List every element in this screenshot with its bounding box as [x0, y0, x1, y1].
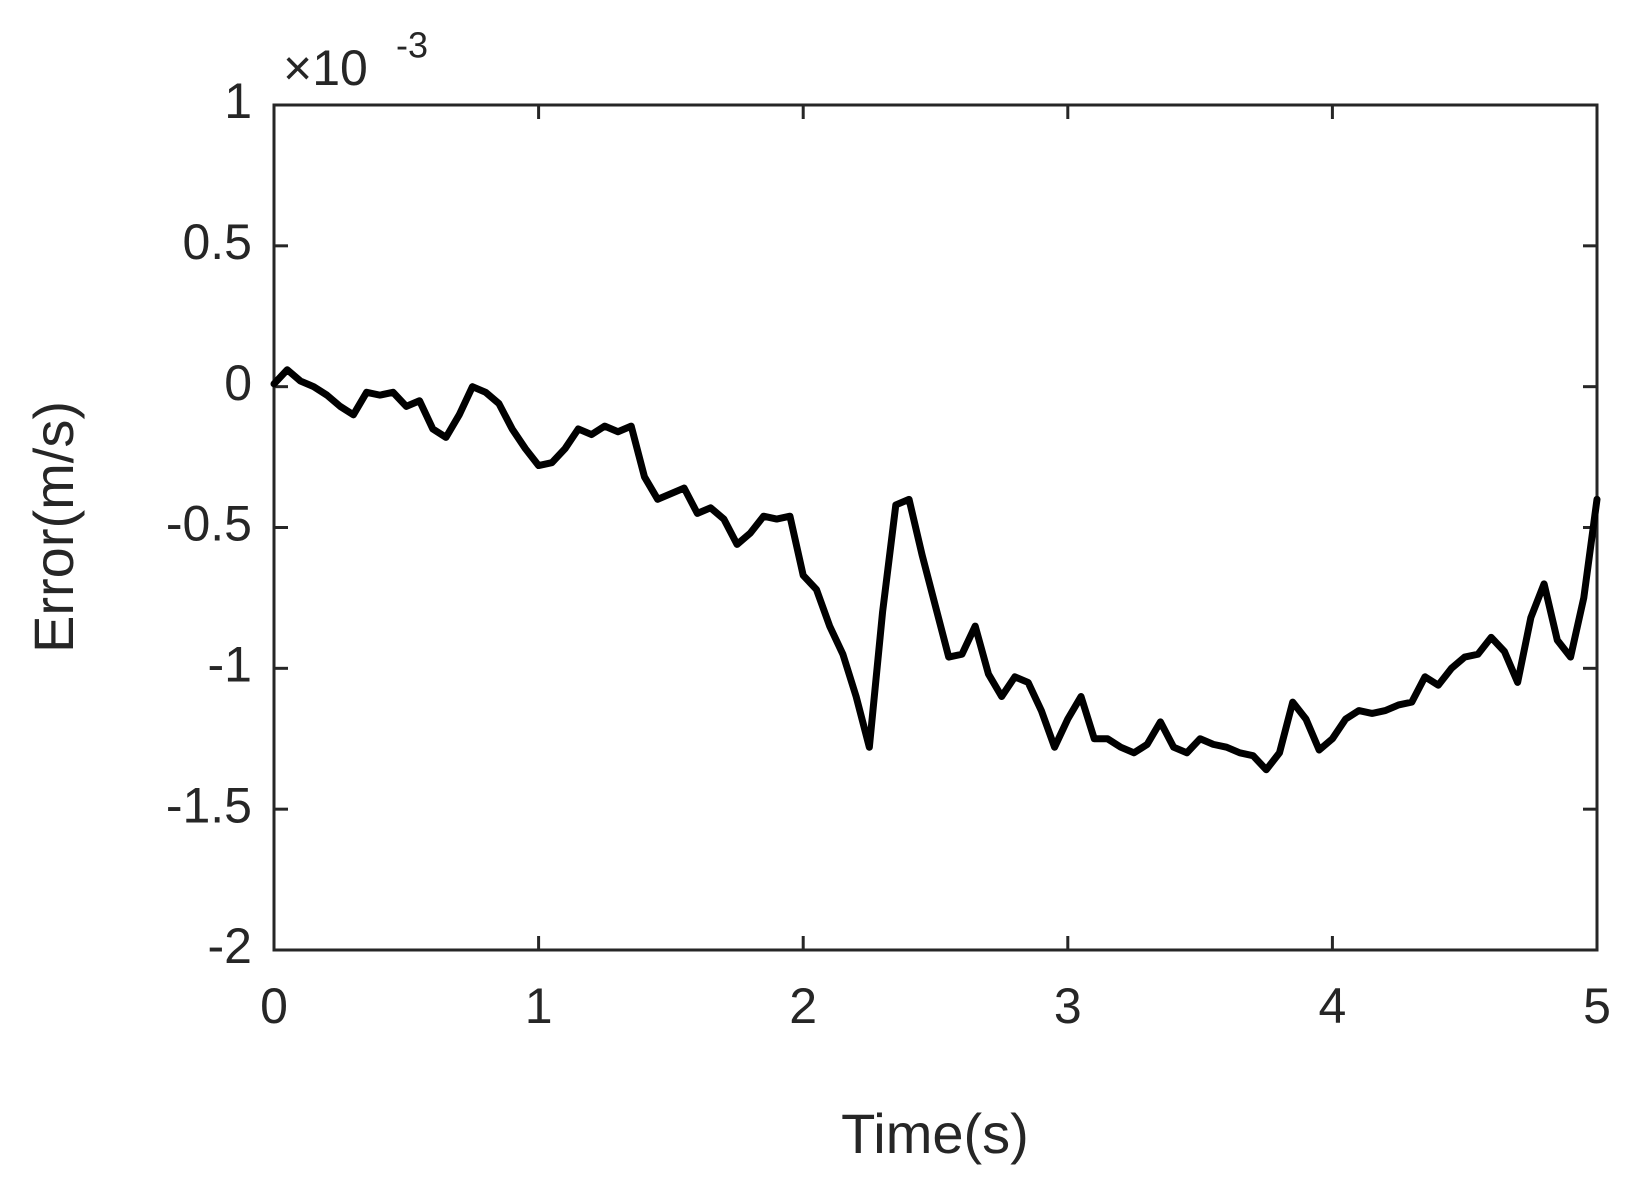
y-tick-label: -0.5 — [166, 496, 252, 552]
y-tick-label: 0.5 — [182, 214, 252, 270]
data-line — [270, 366, 1601, 774]
x-tick-label: 0 — [260, 978, 288, 1034]
y-axis-label: Error(m/s) — [22, 401, 85, 653]
y-multiplier: ×10 — [283, 40, 368, 96]
x-tick-label: 3 — [1054, 978, 1082, 1034]
x-tick-label: 1 — [525, 978, 553, 1034]
y-tick-label: -1.5 — [166, 777, 252, 833]
x-axis-label: Time(s) — [841, 1102, 1029, 1165]
x-tick-label: 4 — [1318, 978, 1346, 1034]
plot-frame — [272, 103, 1599, 952]
x-tick-label: 5 — [1583, 978, 1611, 1034]
x-tick-label: 2 — [789, 978, 817, 1034]
y-tick-label: -1 — [208, 637, 252, 693]
y-tick-label: 1 — [224, 73, 252, 129]
y-tick-label: -2 — [208, 918, 252, 974]
y-tick-label: 0 — [224, 355, 252, 411]
y-multiplier-exponent: -3 — [396, 25, 428, 66]
